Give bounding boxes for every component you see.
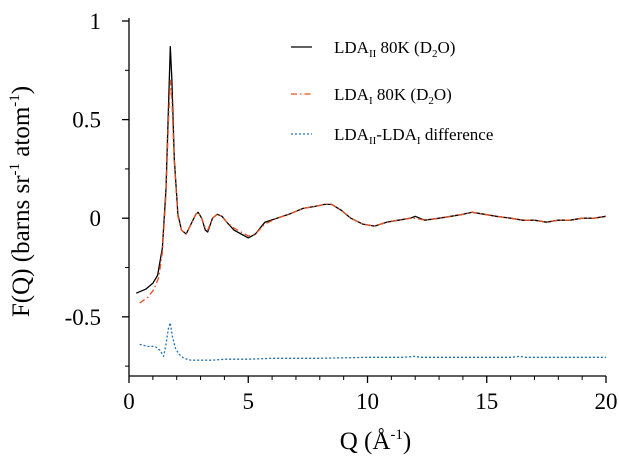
y-tick-label: 1 (90, 9, 102, 34)
x-tick-label: 10 (356, 389, 379, 414)
x-tick-label: 20 (595, 389, 618, 414)
y-tick-label: 0 (90, 206, 102, 231)
series-line-0 (135, 45, 607, 294)
y-tick-label: 0.5 (72, 108, 101, 133)
axes: 0 5 10 15 20 1 0.5 0 -0.5 Q (Å-1) F(Q) (barns sr-1… (7, 9, 618, 455)
plot-area (135, 45, 607, 361)
legend-label-0: LDAII 80K (D2O) (334, 38, 455, 60)
legend-label-1: LDAI 80K (D2O) (334, 85, 452, 107)
x-tick-label: 0 (123, 389, 135, 414)
series-line-2 (139, 322, 606, 361)
legend-label-2: LDAII-LDAI difference (334, 125, 493, 147)
y-tick-label: -0.5 (65, 305, 101, 330)
y-axis-title: F(Q) (barns sr-1 atom-1) (7, 86, 35, 317)
legend: LDAII 80K (D2O) LDAI 80K (D2O) LDAII-LDAI … (291, 38, 493, 147)
x-axis-title: Q (Å-1) (340, 427, 412, 455)
x-tick-label: 5 (243, 389, 255, 414)
series-line-1 (139, 79, 607, 304)
x-tick-label: 15 (475, 389, 498, 414)
